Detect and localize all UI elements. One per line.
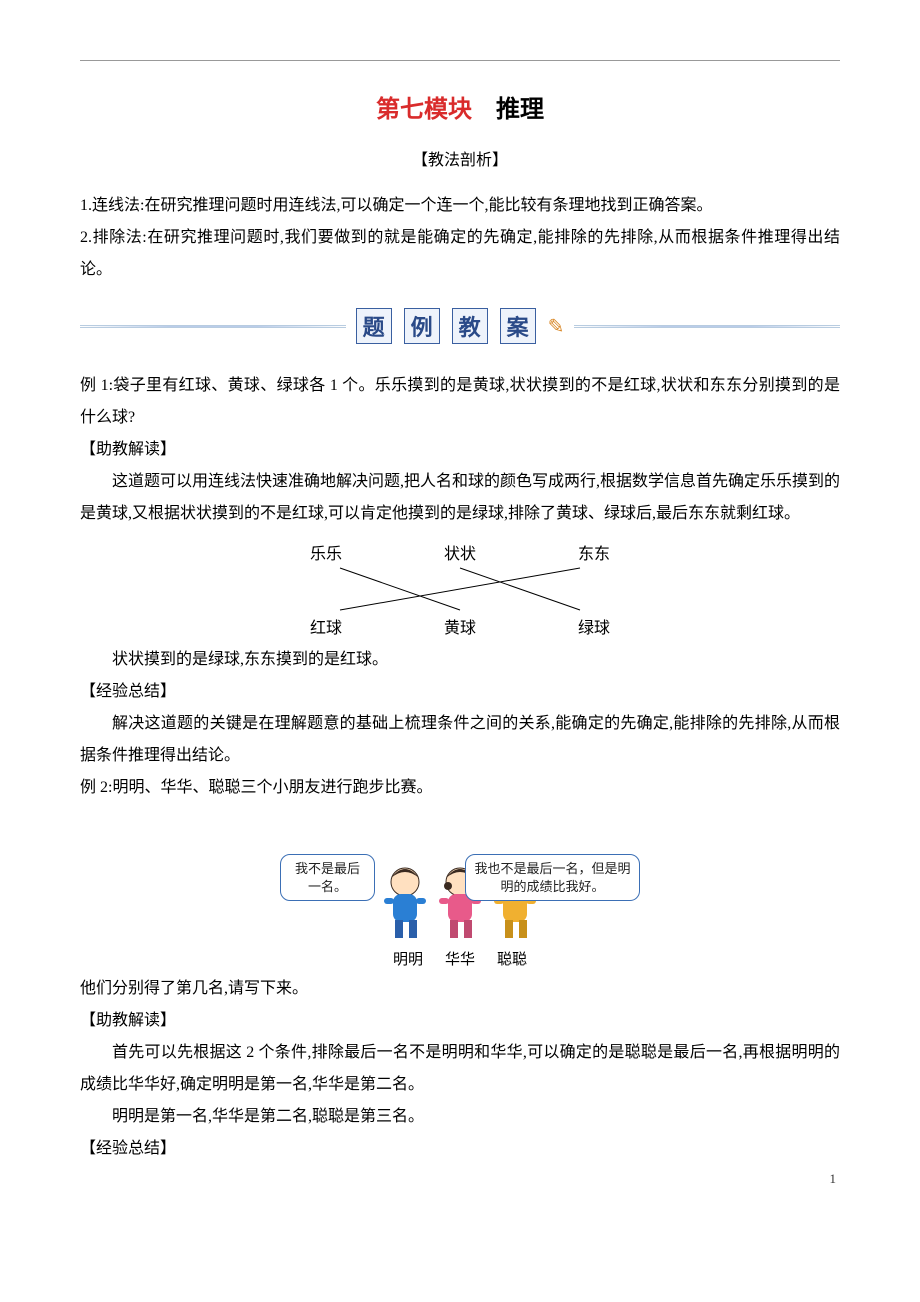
example-2-question: 他们分别得了第几名,请写下来。: [80, 973, 840, 1005]
band-line-right: [574, 325, 840, 328]
speech-bubble-right: 我也不是最后一名，但是明明的成绩比我好。: [465, 854, 640, 901]
example-2-help: 首先可以先根据这 2 个条件,排除最后一名不是明明和华华,可以确定的是聪聪是最后…: [80, 1037, 840, 1101]
kids-names-row: 明明 华华 聪聪: [280, 948, 640, 969]
diagram-bottom-1: 红球: [310, 614, 342, 638]
module-title-red: 第七模块: [376, 97, 472, 123]
example-1-answer: 状状摸到的是绿球,东东摸到的是红球。: [80, 644, 840, 676]
matching-diagram: 乐乐 状状 东东 红球 黄球 绿球: [310, 540, 610, 638]
example-1-summary: 解决这道题的关键是在理解题意的基础上梳理条件之间的关系,能确定的先确定,能排除的…: [80, 708, 840, 772]
help-label-1: 【助教解读】: [80, 434, 840, 466]
summary-label-1: 【经验总结】: [80, 676, 840, 708]
section-subtitle: 【教法剖析】: [80, 146, 840, 170]
top-rule: [80, 60, 840, 61]
band-char-1: 题: [356, 308, 392, 344]
diagram-top-3: 东东: [578, 540, 610, 564]
diagram-lines: [310, 564, 610, 614]
summary-label-2: 【经验总结】: [80, 1133, 840, 1165]
diagram-top-row: 乐乐 状状 东东: [310, 540, 610, 564]
page-number: 1: [830, 1171, 837, 1187]
diagram-bottom-row: 红球 黄球 绿球: [310, 614, 610, 638]
band-char-3: 教: [452, 308, 488, 344]
pen-icon: ✎: [548, 314, 565, 339]
help-label-2: 【助教解读】: [80, 1005, 840, 1037]
band-line-left: [80, 325, 346, 328]
diagram-top-1: 乐乐: [310, 540, 342, 564]
example-1-help: 这道题可以用连线法快速准确地解决问题,把人名和球的颜色写成两行,根据数学信息首先…: [80, 466, 840, 530]
kid-name-3: 聪聪: [497, 948, 527, 969]
module-title-black: 推理: [472, 97, 544, 123]
band-char-4: 案: [500, 308, 536, 344]
para-1: 1.连线法:在研究推理问题时用连线法,可以确定一个连一个,能比较有条理地找到正确…: [80, 190, 840, 222]
band-char-2: 例: [404, 308, 440, 344]
module-title: 第七模块 推理: [80, 89, 840, 124]
diagram-bottom-3: 绿球: [578, 614, 610, 638]
example-1-text: 例 1:袋子里有红球、黄球、绿球各 1 个。乐乐摸到的是黄球,状状摸到的不是红球…: [80, 370, 840, 434]
kid-name-1: 明明: [393, 948, 423, 969]
band-center: 题 例 教 案 ✎: [346, 304, 575, 348]
section-band: 题 例 教 案 ✎: [80, 304, 840, 348]
speech-bubble-left: 我不是最后一名。: [280, 854, 375, 901]
kids-illustration: 我不是最后一名。 我也不是最后一名，但是明明的成绩比我好。: [280, 854, 640, 969]
kid-name-2: 华华: [445, 948, 475, 969]
diagram-top-2: 状状: [444, 540, 476, 564]
example-2-text: 例 2:明明、华华、聪聪三个小朋友进行跑步比赛。: [80, 772, 840, 804]
example-2-answer: 明明是第一名,华华是第二名,聪聪是第三名。: [80, 1101, 840, 1133]
diagram-bottom-2: 黄球: [444, 614, 476, 638]
para-2: 2.排除法:在研究推理问题时,我们要做到的就是能确定的先确定,能排除的先排除,从…: [80, 222, 840, 286]
